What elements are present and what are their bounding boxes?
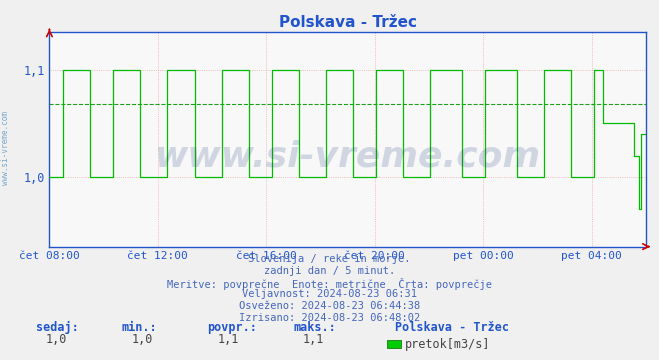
Text: min.:: min.: <box>122 321 158 334</box>
Text: maks.:: maks.: <box>293 321 336 334</box>
Text: 1,1: 1,1 <box>303 333 324 346</box>
Text: Veljavnost: 2024-08-23 06:31: Veljavnost: 2024-08-23 06:31 <box>242 289 417 300</box>
Text: www.si-vreme.com: www.si-vreme.com <box>1 111 10 185</box>
Text: povpr.:: povpr.: <box>208 321 258 334</box>
Text: 1,1: 1,1 <box>217 333 239 346</box>
Title: Polskava - Tržec: Polskava - Tržec <box>279 15 416 30</box>
Text: Slovenija / reke in morje.: Slovenija / reke in morje. <box>248 254 411 264</box>
Text: www.si-vreme.com: www.si-vreme.com <box>155 140 540 174</box>
Text: Polskava - Tržec: Polskava - Tržec <box>395 321 509 334</box>
Text: 1,0: 1,0 <box>46 333 67 346</box>
Text: Osveženo: 2024-08-23 06:44:38: Osveženo: 2024-08-23 06:44:38 <box>239 301 420 311</box>
Text: Meritve: povprečne  Enote: metrične  Črta: povprečje: Meritve: povprečne Enote: metrične Črta:… <box>167 278 492 289</box>
Text: sedaj:: sedaj: <box>36 321 79 334</box>
Text: 1,0: 1,0 <box>132 333 153 346</box>
Text: Izrisano: 2024-08-23 06:48:02: Izrisano: 2024-08-23 06:48:02 <box>239 313 420 323</box>
Text: pretok[m3/s]: pretok[m3/s] <box>405 338 490 351</box>
Text: zadnji dan / 5 minut.: zadnji dan / 5 minut. <box>264 266 395 276</box>
